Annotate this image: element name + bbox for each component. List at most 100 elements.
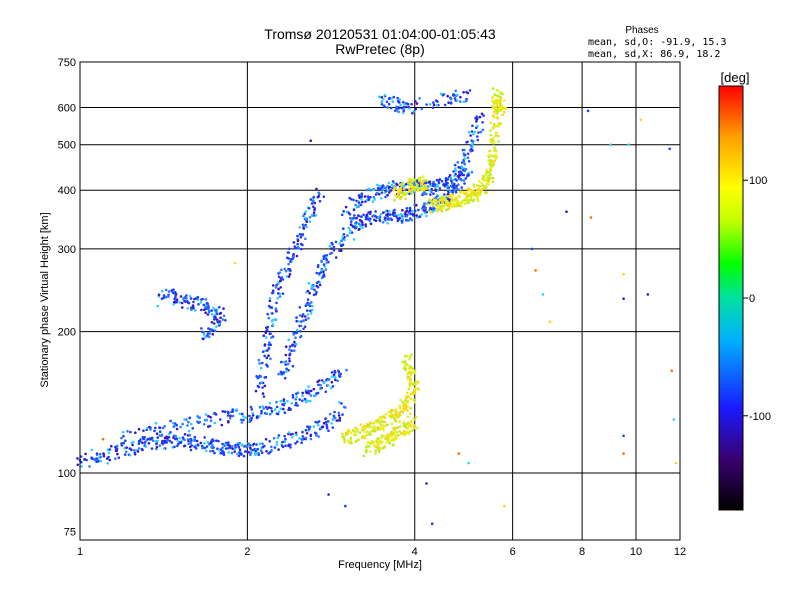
data-point bbox=[475, 115, 479, 118]
data-point bbox=[408, 206, 412, 210]
data-point bbox=[183, 438, 186, 442]
data-point bbox=[299, 236, 303, 239]
data-point bbox=[448, 198, 451, 201]
data-point bbox=[406, 399, 410, 403]
data-point bbox=[204, 413, 208, 416]
data-point bbox=[410, 353, 413, 356]
data-point bbox=[429, 211, 433, 214]
data-point bbox=[319, 271, 323, 274]
data-point bbox=[345, 368, 348, 372]
data-point bbox=[490, 176, 494, 180]
data-point bbox=[397, 217, 401, 221]
data-point bbox=[452, 170, 455, 173]
data-point bbox=[462, 91, 465, 94]
data-point bbox=[385, 441, 389, 444]
data-point bbox=[415, 380, 419, 383]
data-point bbox=[416, 183, 419, 186]
data-point bbox=[365, 446, 368, 449]
data-point bbox=[259, 366, 263, 370]
data-point bbox=[301, 399, 304, 403]
data-point bbox=[238, 412, 242, 416]
data-point bbox=[298, 306, 302, 309]
data-point bbox=[155, 447, 158, 451]
data-point bbox=[156, 304, 160, 308]
data-point bbox=[121, 430, 125, 434]
data-point bbox=[668, 147, 671, 151]
data-point bbox=[275, 412, 279, 416]
data-point bbox=[308, 220, 312, 223]
data-point bbox=[283, 267, 287, 271]
data-point bbox=[404, 395, 408, 398]
data-point bbox=[413, 400, 417, 404]
data-point bbox=[622, 297, 625, 301]
data-point bbox=[219, 311, 223, 315]
data-point bbox=[420, 213, 423, 216]
data-point bbox=[453, 97, 457, 100]
data-point bbox=[271, 291, 274, 295]
data-point bbox=[302, 327, 305, 331]
data-point bbox=[408, 358, 411, 361]
data-point bbox=[393, 208, 396, 212]
data-point bbox=[404, 191, 407, 194]
data-point bbox=[224, 447, 228, 450]
data-point bbox=[477, 188, 481, 191]
data-point bbox=[406, 394, 410, 398]
data-point bbox=[261, 386, 264, 389]
data-point bbox=[360, 195, 364, 198]
data-point bbox=[364, 223, 367, 226]
data-point bbox=[150, 447, 154, 450]
data-point bbox=[347, 428, 350, 432]
data-point bbox=[484, 173, 487, 176]
data-point bbox=[499, 99, 502, 103]
data-point bbox=[296, 239, 300, 243]
data-point bbox=[308, 216, 312, 219]
data-point bbox=[478, 115, 482, 119]
data-point bbox=[465, 193, 469, 197]
data-point bbox=[239, 452, 242, 456]
data-point bbox=[380, 96, 384, 99]
data-point bbox=[480, 112, 484, 116]
data-point bbox=[462, 179, 466, 182]
data-point bbox=[492, 100, 496, 103]
data-point bbox=[142, 437, 145, 441]
data-point bbox=[312, 195, 316, 199]
data-point bbox=[302, 226, 305, 229]
data-point bbox=[255, 452, 259, 456]
data-point bbox=[433, 207, 436, 210]
data-point bbox=[142, 429, 145, 433]
data-point bbox=[209, 441, 212, 445]
data-point bbox=[338, 401, 341, 404]
data-point bbox=[126, 430, 129, 433]
data-point bbox=[263, 343, 267, 346]
data-point bbox=[280, 360, 283, 364]
data-point bbox=[332, 414, 336, 418]
data-point bbox=[134, 431, 137, 435]
data-point bbox=[93, 457, 96, 461]
data-point bbox=[375, 439, 379, 443]
data-point bbox=[298, 437, 301, 440]
data-point bbox=[258, 405, 262, 409]
data-point bbox=[314, 394, 318, 397]
data-point bbox=[175, 437, 178, 440]
data-point bbox=[215, 325, 218, 328]
data-point bbox=[386, 106, 389, 109]
data-point bbox=[108, 448, 112, 451]
data-point bbox=[496, 134, 500, 138]
data-point bbox=[263, 384, 267, 388]
data-point bbox=[288, 406, 291, 410]
data-point bbox=[472, 185, 476, 189]
data-point bbox=[277, 410, 281, 414]
data-point bbox=[322, 421, 326, 425]
data-point bbox=[391, 180, 395, 183]
data-point bbox=[299, 324, 303, 328]
data-point bbox=[252, 442, 256, 446]
data-point bbox=[222, 314, 226, 318]
data-point bbox=[294, 401, 298, 405]
data-point bbox=[355, 225, 358, 229]
data-point bbox=[301, 435, 305, 438]
data-point bbox=[499, 96, 503, 100]
data-point bbox=[298, 226, 302, 229]
data-point bbox=[415, 102, 419, 105]
data-point bbox=[492, 115, 496, 119]
data-point bbox=[403, 407, 406, 411]
